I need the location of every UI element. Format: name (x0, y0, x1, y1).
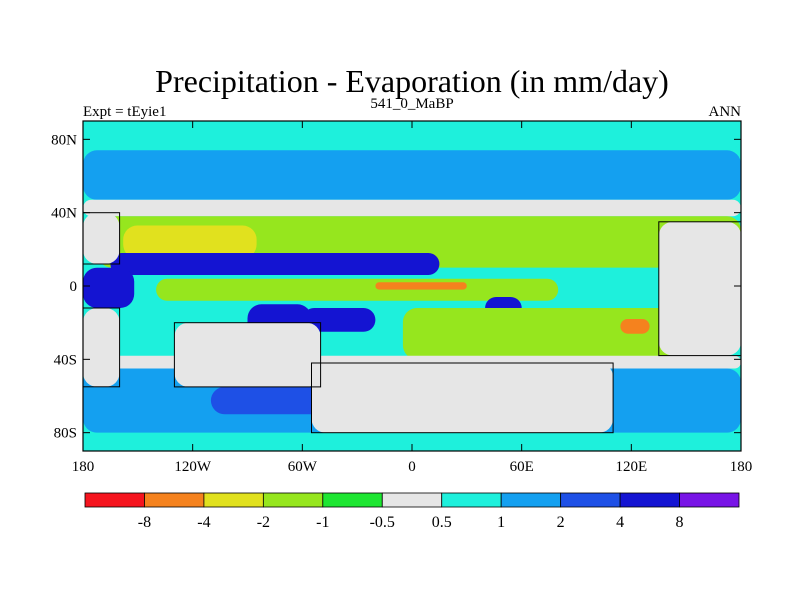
field-antarctic-band (83, 432, 741, 451)
field-north-subpolar-band (83, 150, 741, 200)
colorbar-label: -4 (197, 514, 210, 531)
field-north-intense-dry-east (123, 225, 257, 259)
y-tick-label: 40N (51, 206, 77, 222)
coastline-continent-west-north (83, 212, 121, 265)
x-tick-label: 120W (174, 459, 212, 475)
colorbar-swatch (322, 492, 383, 508)
colorbar-swatch (560, 492, 621, 508)
colorbar-label: 0.5 (432, 514, 452, 531)
x-tick-label: 60W (288, 459, 318, 475)
colorbar-swatch (441, 492, 502, 508)
colorbar-label: 2 (557, 514, 565, 531)
y-tick-label: 0 (70, 279, 78, 295)
colorbar-label: 8 (676, 514, 684, 531)
y-tick-label: 40S (54, 352, 77, 368)
field-continent-southern-mid (311, 363, 614, 433)
x-tick-label: 120E (615, 459, 647, 475)
season-label: ANN (709, 104, 742, 120)
colorbar-label: -2 (257, 514, 270, 531)
colorbar-label: -8 (138, 514, 151, 531)
field-south-strong-wet (210, 386, 339, 415)
field-itcz-wet-band (110, 253, 440, 275)
colorbar-swatch (381, 492, 443, 508)
field-continent-east-asia (658, 221, 741, 356)
age-label: 541_0_MaBP (370, 96, 453, 112)
colorbar-swatch (262, 492, 324, 508)
x-axis: 180 120W 60W 0 60E 120E 180 (72, 121, 753, 475)
field-continent-west-south (83, 308, 120, 387)
coastline-continent-west-south (83, 307, 121, 388)
colorbar-swatch (679, 492, 740, 508)
field-continent-west-north (83, 212, 120, 264)
field-south-subtropical-dry-core (620, 319, 650, 334)
colorbar-swatch (144, 492, 205, 508)
coastline-continent-south-america (173, 322, 322, 388)
y-axis: 80N 40N 0 40S 80S (51, 132, 741, 442)
x-tick-label: 0 (408, 459, 416, 475)
chart-title: Precipitation - Evaporation (in mm/day) (155, 63, 669, 99)
coastline-continent-east-asia (658, 221, 741, 357)
x-tick-label: 180 (730, 459, 753, 475)
colorbar: -8 -4 -2 -1 -0.5 0.5 1 2 4 8 (84, 492, 740, 531)
colorbar-label: 4 (616, 514, 624, 531)
colorbar-label: -1 (316, 514, 329, 531)
field-arctic-band (83, 121, 741, 151)
field-equatorial-west-wet (83, 267, 135, 308)
colorbar-swatch (84, 492, 145, 508)
colorbar-swatch (619, 492, 680, 508)
experiment-label: Expt = tEyie1 (83, 104, 166, 120)
y-tick-label: 80N (51, 132, 77, 148)
coastline-outline (83, 212, 741, 434)
colorbar-swatch (500, 492, 562, 508)
x-tick-label: 60E (510, 459, 534, 475)
colorbar-swatch (203, 492, 264, 508)
precipitation-field (83, 121, 741, 451)
colorbar-label: 1 (497, 514, 505, 531)
coastline-continent-southern-mid (311, 362, 614, 434)
field-continent-south-america (174, 322, 321, 387)
y-tick-label: 80S (54, 426, 77, 442)
field-equatorial-dry-core (375, 282, 467, 290)
colorbar-label: -0.5 (370, 514, 395, 531)
x-tick-label: 180 (72, 459, 95, 475)
field-north-midlatitude-gap (83, 199, 741, 217)
